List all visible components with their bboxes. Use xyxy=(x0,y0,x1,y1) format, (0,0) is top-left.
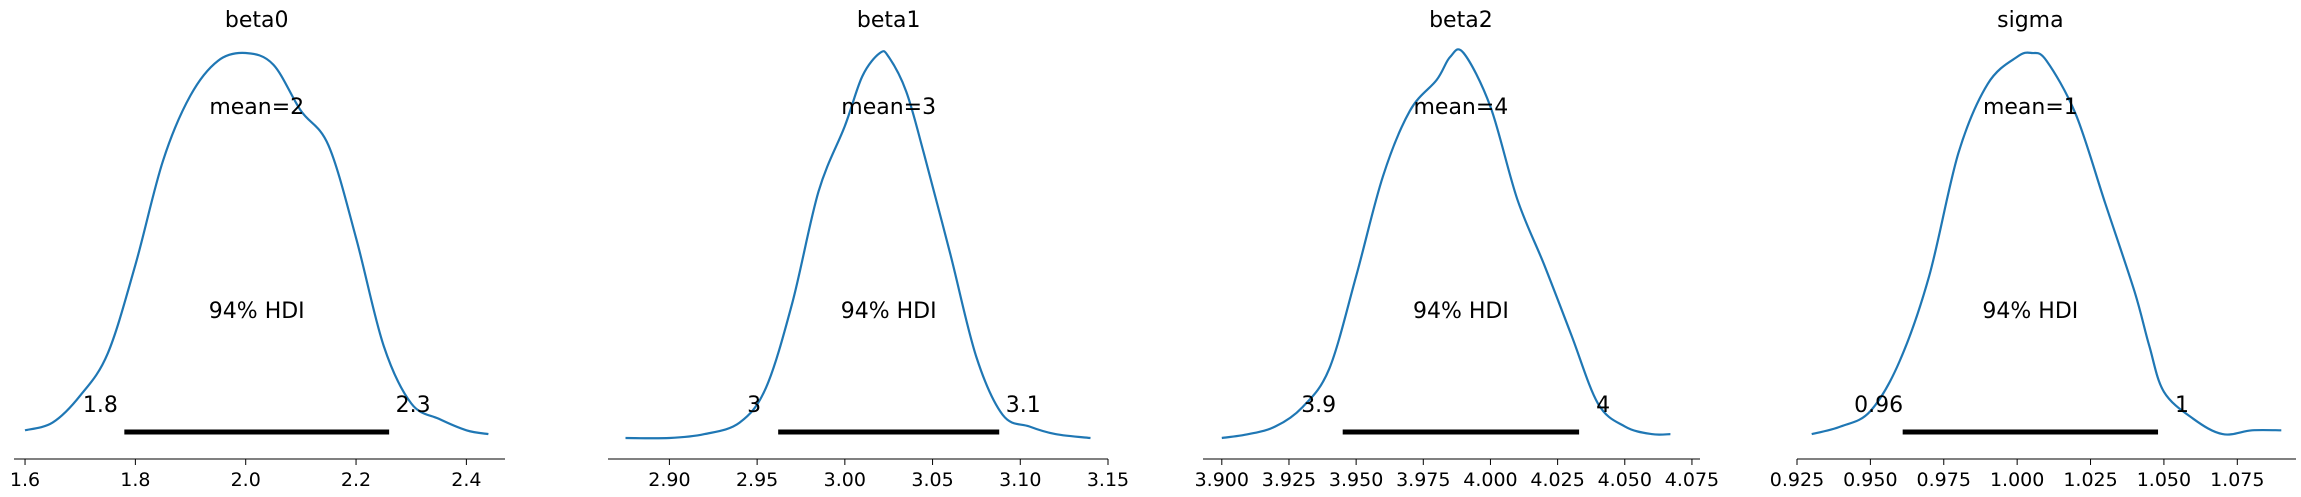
x-tick-label: 4.075 xyxy=(1665,469,1719,491)
mean-label: mean=1 xyxy=(1983,95,2078,120)
panel-beta1: beta1 mean=3 94% HDI 3 3.1 2.90 2.95 3.00 3.05 3.… xyxy=(608,8,1129,491)
panel-title: beta1 xyxy=(857,8,921,33)
x-tick-label: 2.2 xyxy=(341,469,371,491)
hdi-low-label: 3.9 xyxy=(1301,393,1336,418)
x-tick-label: 4.000 xyxy=(1463,469,1517,491)
x-tick-label: 0.925 xyxy=(1770,469,1824,491)
hdi-low-label: 0.96 xyxy=(1854,393,1903,418)
hdi-high-label: 1 xyxy=(2175,393,2189,418)
panel-beta0: beta0 mean=2 94% HDI 1.8 2.3 1.6 1.8 2.0 2.2 2.4 xyxy=(10,8,505,491)
x-tick-label: 3.925 xyxy=(1262,469,1316,491)
hdi-low-label: 3 xyxy=(747,393,761,418)
hdi-label: 94% HDI xyxy=(209,299,305,324)
x-tick-label: 3.900 xyxy=(1195,469,1249,491)
x-tick-label: 4.050 xyxy=(1598,469,1652,491)
panel-title: beta2 xyxy=(1429,8,1493,33)
x-tick-label: 3.00 xyxy=(824,469,866,491)
x-tick-label: 2.90 xyxy=(648,469,690,491)
x-tick-label: 2.95 xyxy=(736,469,778,491)
x-tick-label: 3.05 xyxy=(911,469,953,491)
x-tick-label: 1.8 xyxy=(120,469,150,491)
hdi-low-label: 1.8 xyxy=(83,393,118,418)
hdi-label: 94% HDI xyxy=(1413,299,1509,324)
mean-label: mean=4 xyxy=(1413,95,1508,120)
mean-label: mean=3 xyxy=(841,95,936,120)
x-tick-label: 3.15 xyxy=(1087,469,1129,491)
hdi-label: 94% HDI xyxy=(841,299,937,324)
density-curve xyxy=(625,50,1091,440)
hdi-high-label: 3.1 xyxy=(1006,393,1041,418)
x-tick-label: 1.000 xyxy=(1990,469,2044,491)
panel-sigma: sigma mean=1 94% HDI 0.96 1 0.925 0.950 0.975 1.… xyxy=(1770,8,2296,491)
x-tick-label: 1.025 xyxy=(2063,469,2117,491)
x-tick-label: 4.025 xyxy=(1530,469,1584,491)
x-tick-label: 1.6 xyxy=(10,469,40,491)
x-tick-label: 3.10 xyxy=(999,469,1041,491)
hdi-label: 94% HDI xyxy=(1982,299,2078,324)
panel-beta2: beta2 mean=4 94% HDI 3.9 4 3.900 3.925 3.950 3.9… xyxy=(1195,8,1720,491)
density-curve xyxy=(1811,51,2282,436)
x-tick-label: 0.950 xyxy=(1843,469,1897,491)
x-tick-label: 3.950 xyxy=(1329,469,1383,491)
x-tick-label: 1.075 xyxy=(2210,469,2264,491)
hdi-high-label: 2.3 xyxy=(396,393,431,418)
hdi-high-label: 4 xyxy=(1596,393,1610,418)
x-tick-label: 2.4 xyxy=(451,469,481,491)
density-curve xyxy=(1221,48,1671,440)
panel-title: beta0 xyxy=(225,8,289,33)
x-tick-label: 1.050 xyxy=(2137,469,2191,491)
x-tick-label: 2.0 xyxy=(231,469,261,491)
mean-label: mean=2 xyxy=(209,95,304,120)
x-tick-label: 0.975 xyxy=(1917,469,1971,491)
panel-title: sigma xyxy=(1997,8,2063,33)
x-tick-label: 3.975 xyxy=(1396,469,1450,491)
density-curve xyxy=(24,51,489,436)
